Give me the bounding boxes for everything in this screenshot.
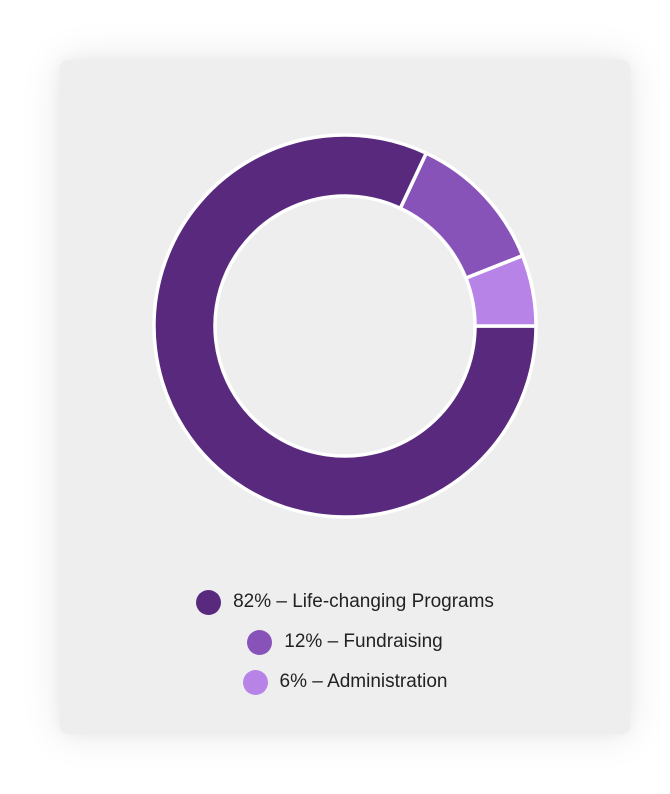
legend: 82% – Life-changing Programs 12% – Fundr… (0, 582, 670, 702)
legend-label-administration: 6% – Administration (279, 671, 448, 692)
donut-slice-administration (464, 253, 538, 328)
donut-slice-programs (152, 133, 538, 519)
legend-swatch-fundraising (247, 629, 273, 655)
legend-item-administration: 6% – Administration (242, 662, 448, 702)
donut-slice-fundraising (398, 151, 525, 280)
legend-swatch-administration (242, 669, 268, 695)
legend-label-fundraising: 12% – Fundraising (284, 631, 443, 652)
legend-swatch-programs (196, 589, 222, 615)
donut-chart (152, 133, 538, 519)
legend-item-fundraising: 12% – Fundraising (247, 622, 443, 662)
legend-item-programs: 82% – Life-changing Programs (196, 582, 494, 622)
legend-label-programs: 82% – Life-changing Programs (233, 591, 494, 612)
